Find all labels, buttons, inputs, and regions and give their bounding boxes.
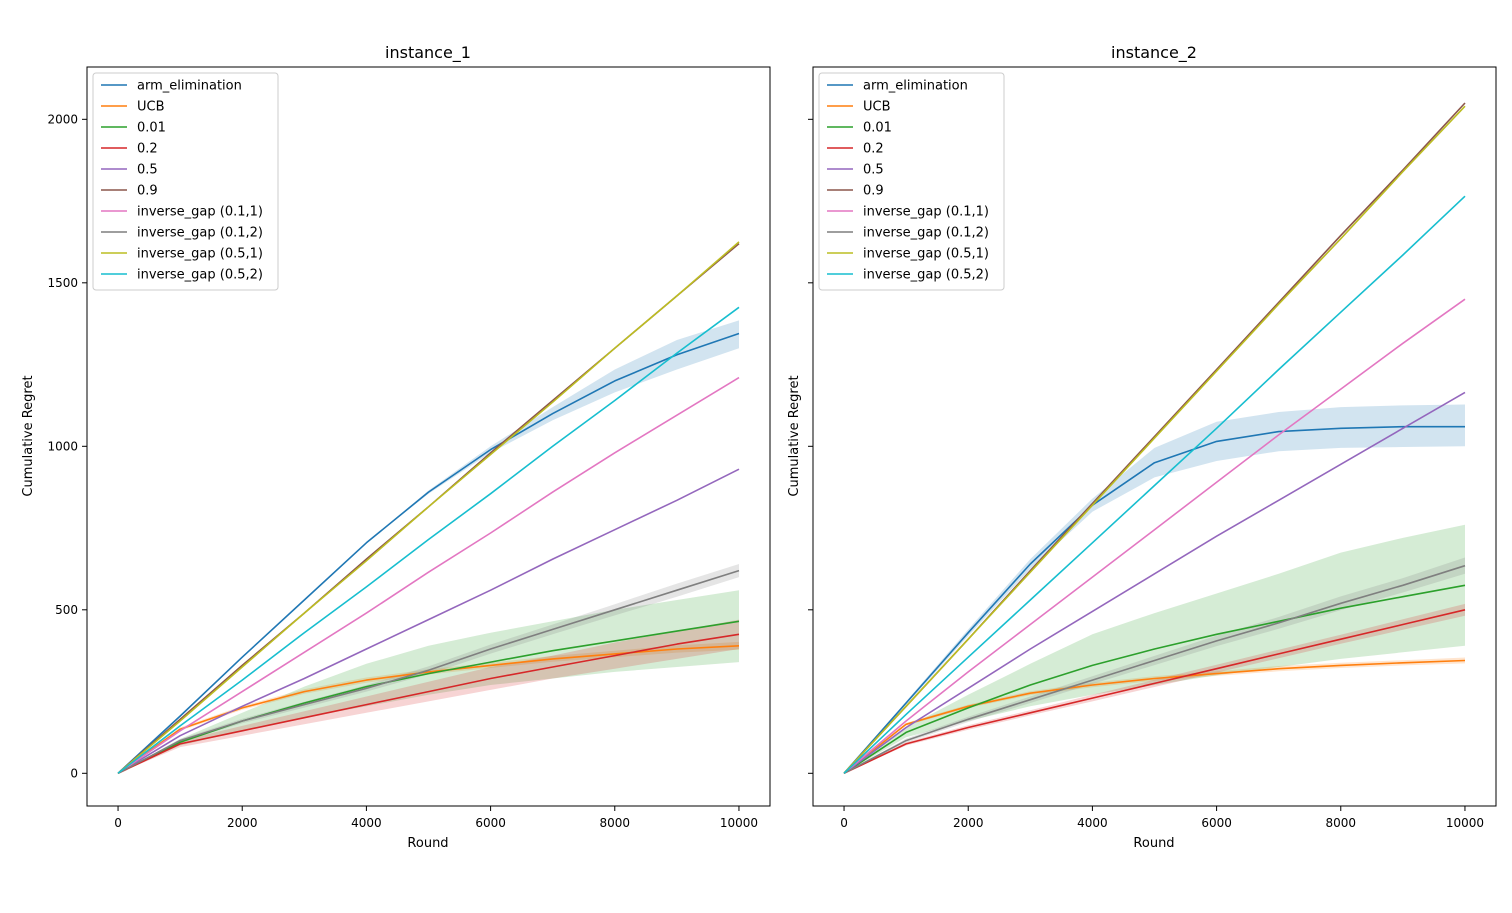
legend-item-label: UCB [137,100,165,115]
subplot-instance-2: instance_2 Round Cumulative Regret 0 2000… [787,43,1497,851]
legend-item-label: inverse_gap (0.1,1) [863,205,989,220]
legend-item-label: inverse_gap (0.1,2) [863,226,989,241]
band-inverse-gap-0-1-2 [844,557,1465,774]
x-tick-label: 2000 [227,816,258,830]
x-tick-label: 0 [840,816,848,830]
legend-item-label: inverse_gap (0.5,1) [863,247,989,262]
line-inverse-gap-0-1-2 [843,564,1466,775]
legend-item-label: inverse_gap (0.1,1) [137,205,263,220]
band-ucb [844,657,1465,774]
x-tick-label: 6000 [1201,816,1232,830]
line-0-2 [117,633,740,775]
band-arm-elimination [844,404,1465,774]
line-0-5 [843,391,1466,774]
y-axis-label: Cumulative Regret [21,375,36,496]
line-inverse-gap-0-5-1 [843,105,1466,774]
y-tick-label: 1000 [47,439,78,453]
legend-item-label: 0.5 [137,163,158,178]
chart-title: instance_1 [385,43,471,63]
y-tick-label: 1500 [47,276,78,290]
x-tick-label: 4000 [351,816,382,830]
x-tick-label: 10000 [1446,816,1484,830]
legend-item-label: arm_elimination [137,79,242,94]
subplot-instance-1: instance_1 Round Cumulative Regret 0 2000… [21,43,771,851]
chart-title: instance_2 [1111,43,1197,63]
line-inverse-gap-0-5-2 [117,306,740,774]
legend-item-label: inverse_gap (0.5,2) [863,268,989,283]
y-tick-label: 0 [70,766,78,780]
x-tick-label: 8000 [1325,816,1356,830]
line-0-01 [843,584,1466,774]
line-inverse-gap-0-1-2 [117,569,740,775]
plot-frame [86,66,771,807]
legend-item-label: inverse_gap (0.1,2) [137,226,263,241]
x-tick-label: 4000 [1077,816,1108,830]
plot-frame [812,66,1497,807]
band-inverse-gap-0-1-2 [118,564,739,774]
legend-item-label: 0.01 [137,121,166,136]
line-inverse-gap-0-5-2 [843,195,1466,774]
band-0-2 [118,619,739,774]
legend-item-label: UCB [863,100,891,115]
x-tick-label: 0 [114,816,122,830]
line-0-2 [843,609,1466,775]
line-inverse-gap-0-1-1 [117,376,740,774]
x-tick-label: 8000 [599,816,630,830]
band-0-01 [118,590,739,774]
legend-item-label: inverse_gap (0.5,2) [137,268,263,283]
line-0-5 [117,468,740,774]
x-tick-label: 10000 [720,816,758,830]
line-inverse-gap-0-5-1 [117,241,740,774]
legend-item-label: 0.2 [863,142,884,157]
legend-item-label: 0.01 [863,121,892,136]
y-tick-label: 2000 [47,112,78,126]
legend-item-label: inverse_gap (0.5,1) [137,247,263,262]
legend-item-label: 0.9 [863,184,884,199]
legend-item-label: arm_elimination [863,79,968,94]
y-axis-label: Cumulative Regret [787,375,802,496]
line-arm-elimination [117,332,740,774]
x-axis-label: Round [1133,836,1174,851]
band-arm-elimination [118,320,739,774]
x-tick-label: 2000 [953,816,984,830]
legend: arm_elimination UCB 0.01 0.2 0.5 0.9 inverse_g… [92,72,279,291]
x-axis-label: Round [407,836,448,851]
y-tick-label: 500 [55,603,78,617]
x-tick-label: 6000 [475,816,506,830]
legend-item-label: 0.2 [137,142,158,157]
line-inverse-gap-0-1-1 [843,298,1466,774]
legend-item-label: 0.9 [137,184,158,199]
legend-box [818,72,1005,291]
line-ucb [843,659,1466,774]
legend-item-label: 0.5 [863,163,884,178]
legend-box [92,72,279,291]
line-arm-elimination [843,425,1465,774]
legend: arm_elimination UCB 0.01 0.2 0.5 0.9 inverse_g… [818,72,1005,291]
